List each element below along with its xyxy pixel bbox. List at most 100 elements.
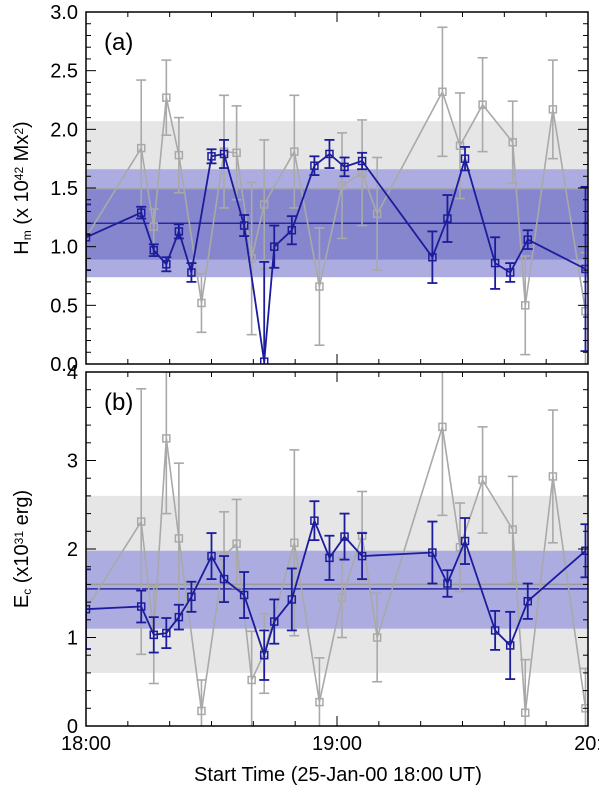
y-axis-title-part: (x10: [11, 544, 33, 588]
y-tick-label: 0.0: [50, 354, 78, 376]
y-axis-title-part: 2: [12, 128, 26, 135]
data-point: [270, 242, 279, 251]
data-point: [239, 221, 249, 230]
data-point: [174, 534, 184, 543]
data-point: [340, 532, 349, 541]
y-axis-title-part: c: [20, 589, 34, 595]
data-point: [207, 152, 216, 161]
y-tick-label: 3: [67, 451, 78, 473]
data-point: [443, 214, 452, 223]
y-tick-label: 3.0: [50, 2, 78, 24]
y-axis-title-part: Mx: [11, 135, 33, 167]
data-point: [478, 100, 487, 109]
plot-area: [86, 26, 588, 364]
data-point: [428, 252, 437, 262]
data-point: [581, 264, 588, 274]
data-point: [443, 579, 452, 588]
panel-label: (b): [104, 389, 133, 416]
data-point: [310, 161, 319, 170]
data-point: [455, 542, 465, 552]
data-point: [239, 590, 249, 600]
data-point: [162, 93, 171, 102]
blue-series: [86, 500, 588, 681]
y-tick-label: 1.5: [50, 178, 78, 200]
series-line: [86, 89, 587, 312]
data-point: [149, 222, 159, 231]
data-point: [548, 472, 558, 481]
data-point: [219, 149, 229, 159]
data-point: [219, 574, 229, 584]
plot-area: [86, 372, 588, 726]
data-point: [162, 434, 171, 443]
data-point: [372, 633, 382, 642]
data-point: [290, 147, 299, 156]
y-axis-title: Hm (x 1042 Mx2): [11, 121, 34, 254]
panel-b: 0 1 2 3 4 (b) Ec (x1031 erg) 18:00 19:00 20:: [11, 362, 599, 755]
data-point: [187, 268, 196, 277]
data-point: [136, 517, 146, 526]
data-point: [136, 143, 146, 153]
y-tick-label: 4: [67, 362, 78, 384]
data-point: [247, 675, 256, 685]
data-point: [523, 596, 533, 606]
data-point: [270, 617, 279, 626]
y-tick-label: 1.0: [50, 237, 78, 259]
panel-label: (a): [104, 29, 133, 56]
data-point: [325, 149, 334, 159]
data-point: [232, 539, 241, 548]
data-point: [174, 612, 184, 622]
data-point: [187, 592, 196, 602]
x-tick-label: 19:00: [312, 733, 362, 755]
y-axis-title-part: E: [11, 595, 33, 608]
data-point: [315, 697, 324, 707]
data-point: [581, 704, 588, 713]
data-point: [290, 538, 299, 548]
blue-series: [86, 138, 588, 364]
data-point: [581, 546, 588, 556]
y-axis-title-part: ): [11, 121, 33, 128]
y-tick-label: 1: [67, 628, 78, 650]
data-point: [460, 154, 470, 163]
data-point: [428, 548, 437, 557]
data-point: [490, 258, 500, 268]
data-point: [357, 551, 367, 561]
data-point: [259, 200, 269, 209]
y-axis-title-part: H: [11, 240, 33, 254]
data-point: [325, 553, 334, 563]
blue-band: [86, 189, 588, 260]
data-point: [259, 357, 269, 364]
data-point: [149, 630, 159, 640]
y-tick-label: 0.5: [50, 295, 78, 317]
data-point: [136, 602, 146, 611]
data-point: [197, 706, 206, 716]
data-point: [136, 208, 146, 217]
data-point: [259, 650, 269, 660]
data-point: [508, 525, 517, 534]
data-point: [310, 516, 319, 525]
data-point: [460, 536, 470, 546]
data-point: [207, 551, 216, 561]
panel-a: 0.0 0.5 1.0 1.5 2.0 2.5 3.0 (a) Hm (x 1042 Mx2): [11, 2, 589, 376]
data-point: [337, 593, 347, 602]
data-point: [315, 282, 324, 291]
data-point: [149, 245, 159, 255]
data-point: [174, 227, 184, 236]
data-point: [174, 150, 184, 160]
y-axis-title-part: (x 10: [11, 180, 33, 230]
data-point: [521, 301, 530, 310]
data-point: [505, 268, 515, 277]
data-point: [197, 298, 206, 308]
series-line: [86, 426, 587, 713]
data-point: [438, 87, 447, 97]
data-point: [505, 641, 515, 650]
data-point: [86, 233, 91, 242]
data-point: [232, 148, 241, 158]
data-point: [548, 105, 558, 114]
x-tick-label: 20:: [574, 733, 599, 755]
y-axis-title-part: 42: [12, 167, 26, 181]
y-tick-label: 2: [67, 539, 78, 561]
data-point: [478, 475, 487, 485]
data-point: [372, 209, 382, 219]
data-point: [438, 422, 447, 432]
